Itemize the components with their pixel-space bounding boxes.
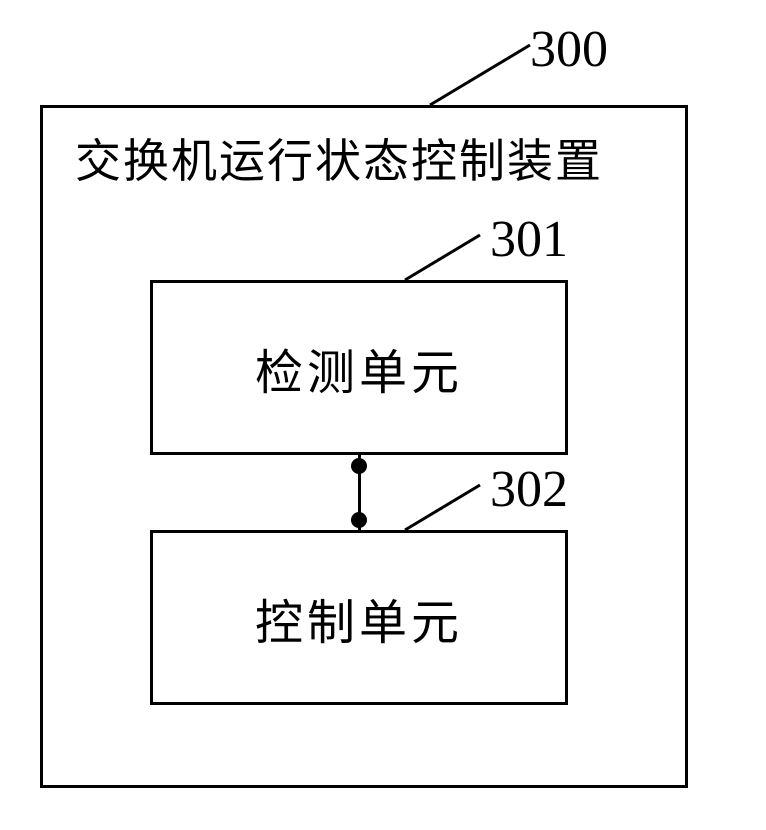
outer-box-title: 交换机运行状态控制装置	[75, 125, 603, 191]
control-unit-text: 控制单元	[255, 583, 463, 653]
connector-dot-top	[351, 458, 367, 474]
detection-unit-text: 检测单元	[255, 333, 463, 403]
detection-unit-label: 301	[490, 210, 568, 269]
detection-unit-box: 检测单元	[150, 280, 568, 455]
outer-box-label: 300	[530, 20, 608, 79]
control-unit-box: 控制单元	[150, 530, 568, 705]
control-unit-label: 302	[490, 460, 568, 519]
connector-dot-bottom	[351, 512, 367, 528]
